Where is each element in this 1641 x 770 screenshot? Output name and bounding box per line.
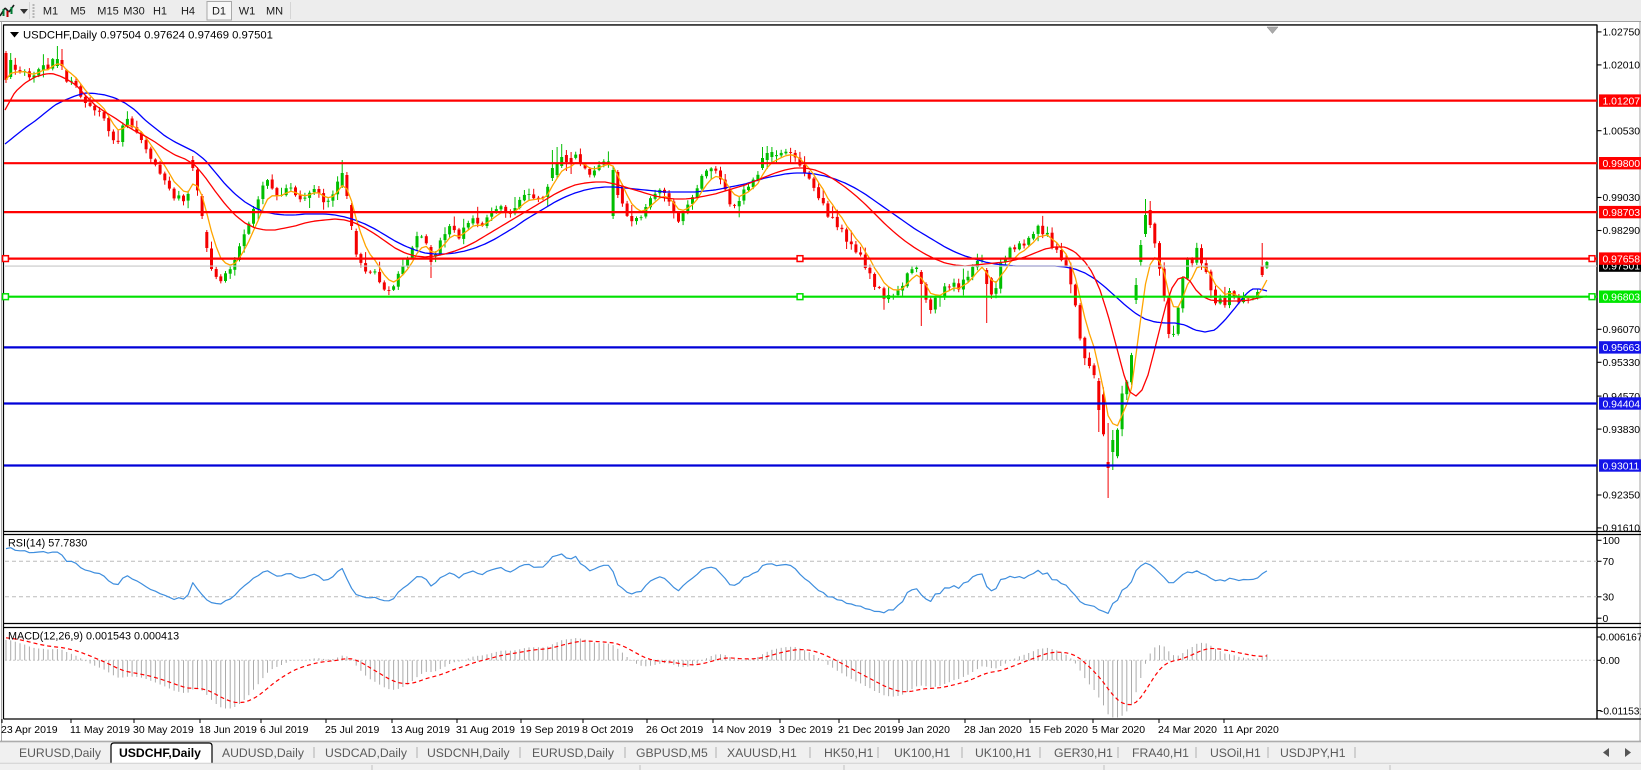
svg-text:0.91610: 0.91610 (1603, 524, 1641, 535)
svg-text:0.97501: 0.97501 (1603, 261, 1641, 272)
svg-text:11 May 2019: 11 May 2019 (70, 724, 130, 736)
svg-text:1.01207: 1.01207 (1603, 96, 1641, 107)
svg-text:6 Jul 2019: 6 Jul 2019 (260, 724, 309, 736)
svg-text:0: 0 (1603, 614, 1609, 625)
svg-text:28 Jan 2020: 28 Jan 2020 (964, 724, 1022, 736)
svg-text:0.96070: 0.96070 (1603, 325, 1641, 336)
svg-text:0.006167: 0.006167 (1600, 633, 1641, 644)
svg-text:100: 100 (1603, 536, 1621, 547)
svg-text:1.00530: 1.00530 (1603, 126, 1641, 137)
svg-text:MN: MN (266, 6, 283, 18)
svg-text:5 Mar 2020: 5 Mar 2020 (1092, 724, 1145, 736)
svg-text:USDJPY,H1: USDJPY,H1 (1280, 746, 1346, 760)
svg-text:USOil,H1: USOil,H1 (1210, 746, 1261, 760)
svg-text:0.92350: 0.92350 (1603, 491, 1641, 502)
svg-text:UK100,H1: UK100,H1 (975, 746, 1031, 760)
svg-text:31 Aug 2019: 31 Aug 2019 (456, 724, 515, 736)
svg-text:3 Dec 2019: 3 Dec 2019 (779, 724, 833, 736)
svg-text:USDCNH,Daily: USDCNH,Daily (427, 746, 511, 760)
svg-text:MACD(12,26,9) 0.001543 0.00041: MACD(12,26,9) 0.001543 0.000413 (8, 631, 179, 643)
svg-text:EURUSD,Daily: EURUSD,Daily (19, 746, 102, 760)
svg-text:14 Nov 2019: 14 Nov 2019 (712, 724, 772, 736)
svg-text:30 May 2019: 30 May 2019 (133, 724, 194, 736)
svg-text:USDCHF,Daily: USDCHF,Daily (119, 746, 201, 760)
svg-text:15 Feb 2020: 15 Feb 2020 (1029, 724, 1088, 736)
svg-text:XAUUSD,H1: XAUUSD,H1 (727, 746, 797, 760)
svg-text:USDCHF,Daily 0.97504 0.97624: USDCHF,Daily 0.97504 0.97624 0.97469 0.9… (23, 30, 273, 42)
svg-text:0.93011: 0.93011 (1603, 461, 1640, 472)
svg-text:0.97658: 0.97658 (1603, 254, 1641, 265)
svg-text:H1: H1 (153, 6, 167, 18)
svg-text:30: 30 (1603, 593, 1615, 604)
svg-text:0.99030: 0.99030 (1603, 193, 1641, 204)
svg-text:M30: M30 (123, 6, 144, 18)
svg-text:AUDUSD,Daily: AUDUSD,Daily (222, 746, 305, 760)
svg-text:23 Apr 2019: 23 Apr 2019 (1, 724, 58, 736)
svg-text:0.95663: 0.95663 (1603, 343, 1641, 354)
svg-text:EURUSD,Daily: EURUSD,Daily (532, 746, 615, 760)
svg-text:0.93830: 0.93830 (1603, 425, 1641, 436)
svg-text:25 Jul 2019: 25 Jul 2019 (325, 724, 379, 736)
svg-text:M1: M1 (43, 6, 58, 18)
svg-text:0.00: 0.00 (1600, 656, 1620, 667)
svg-text:W1: W1 (239, 6, 256, 18)
svg-text:H4: H4 (181, 6, 195, 18)
svg-text:0.96803: 0.96803 (1603, 293, 1641, 304)
svg-text:HK50,H1: HK50,H1 (824, 746, 874, 760)
svg-text:21 Dec 2019: 21 Dec 2019 (838, 724, 898, 736)
svg-text:UK100,H1: UK100,H1 (894, 746, 950, 760)
svg-text:24 Mar 2020: 24 Mar 2020 (1158, 724, 1217, 736)
svg-text:M15: M15 (97, 6, 118, 18)
svg-text:GBPUSD,M5: GBPUSD,M5 (636, 746, 708, 760)
svg-text:0.98703: 0.98703 (1603, 208, 1641, 219)
svg-text:M5: M5 (70, 6, 85, 18)
svg-text:D1: D1 (212, 6, 226, 18)
svg-text:11 Apr 2020: 11 Apr 2020 (1223, 724, 1279, 736)
svg-text:9 Jan 2020: 9 Jan 2020 (898, 724, 950, 736)
svg-text:RSI(14) 57.7830: RSI(14) 57.7830 (8, 538, 87, 550)
svg-text:FRA40,H1: FRA40,H1 (1132, 746, 1189, 760)
svg-text:70: 70 (1603, 557, 1615, 568)
svg-text:0.95330: 0.95330 (1603, 358, 1641, 369)
svg-text:18 Jun 2019: 18 Jun 2019 (199, 724, 257, 736)
svg-text:-0.011531: -0.011531 (1600, 706, 1641, 717)
svg-text:USDCAD,Daily: USDCAD,Daily (325, 746, 408, 760)
svg-text:1.02750: 1.02750 (1603, 28, 1641, 39)
svg-text:13 Aug 2019: 13 Aug 2019 (391, 724, 450, 736)
svg-text:0.98290: 0.98290 (1603, 226, 1641, 237)
svg-text:0.99800: 0.99800 (1603, 159, 1641, 170)
svg-text:26 Oct 2019: 26 Oct 2019 (646, 724, 703, 736)
svg-text:1.02010: 1.02010 (1603, 61, 1641, 72)
svg-text:8 Oct 2019: 8 Oct 2019 (582, 724, 634, 736)
svg-text:19 Sep 2019: 19 Sep 2019 (520, 724, 580, 736)
svg-text:0.94404: 0.94404 (1603, 399, 1641, 410)
svg-text:GER30,H1: GER30,H1 (1054, 746, 1113, 760)
